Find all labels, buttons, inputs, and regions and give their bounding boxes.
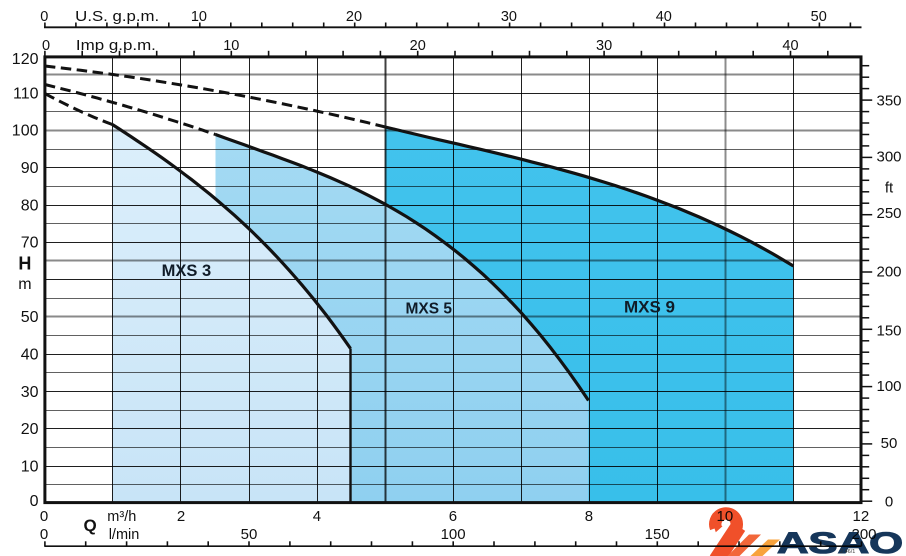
svg-text:2.46/1: 2.46/1: [840, 549, 855, 555]
svg-text:30: 30: [596, 38, 612, 54]
svg-text:m: m: [18, 276, 31, 293]
svg-text:100: 100: [12, 123, 39, 140]
svg-text:80: 80: [21, 197, 39, 214]
svg-text:40: 40: [21, 347, 39, 364]
svg-text:350: 350: [876, 92, 901, 109]
svg-text:MXS 5: MXS 5: [405, 301, 452, 318]
svg-text:150: 150: [876, 322, 901, 339]
svg-text:40: 40: [782, 38, 798, 54]
svg-text:50: 50: [811, 9, 827, 25]
svg-text:2: 2: [177, 508, 185, 525]
svg-text:100: 100: [876, 378, 901, 395]
svg-text:20: 20: [346, 9, 362, 25]
svg-text:10: 10: [223, 38, 239, 54]
svg-text:0: 0: [40, 508, 48, 525]
svg-text:40: 40: [656, 9, 672, 25]
svg-text:Imp g.p.m.: Imp g.p.m.: [76, 38, 156, 54]
svg-text:20: 20: [410, 38, 426, 54]
svg-text:l/min: l/min: [109, 527, 140, 543]
svg-text:ASAO: ASAO: [777, 527, 903, 556]
svg-text:H: H: [18, 254, 31, 274]
svg-text:110: 110: [13, 85, 39, 102]
svg-text:0: 0: [40, 526, 48, 543]
svg-text:70: 70: [21, 235, 39, 252]
svg-text:Q: Q: [83, 516, 96, 535]
svg-text:20: 20: [21, 421, 39, 438]
svg-text:10: 10: [21, 458, 39, 475]
svg-text:U.S. g.p.m.: U.S. g.p.m.: [75, 9, 159, 25]
svg-text:4: 4: [313, 508, 321, 525]
svg-text:MXS 3: MXS 3: [162, 262, 212, 280]
svg-text:0: 0: [40, 9, 48, 25]
svg-text:150: 150: [645, 526, 670, 543]
svg-text:300: 300: [876, 148, 901, 165]
svg-text:10: 10: [191, 9, 207, 25]
svg-text:ft: ft: [885, 179, 894, 196]
svg-text:50: 50: [241, 526, 258, 543]
svg-text:100: 100: [441, 526, 466, 543]
svg-text:50: 50: [21, 309, 39, 326]
svg-text:6: 6: [449, 508, 457, 525]
svg-text:90: 90: [21, 160, 39, 177]
svg-text:200: 200: [876, 263, 901, 280]
svg-text:50: 50: [881, 435, 898, 452]
svg-text:120: 120: [12, 51, 39, 68]
svg-text:30: 30: [21, 384, 39, 401]
svg-text:m³/h: m³/h: [107, 509, 136, 525]
svg-text:0: 0: [885, 493, 893, 510]
svg-text:MXS 9: MXS 9: [624, 298, 675, 317]
svg-text:250: 250: [876, 205, 901, 222]
svg-text:0: 0: [42, 38, 50, 54]
svg-text:0: 0: [30, 493, 39, 510]
svg-text:8: 8: [585, 508, 593, 525]
svg-text:12: 12: [853, 508, 870, 525]
svg-text:200: 200: [851, 526, 876, 543]
svg-text:30: 30: [501, 9, 517, 25]
